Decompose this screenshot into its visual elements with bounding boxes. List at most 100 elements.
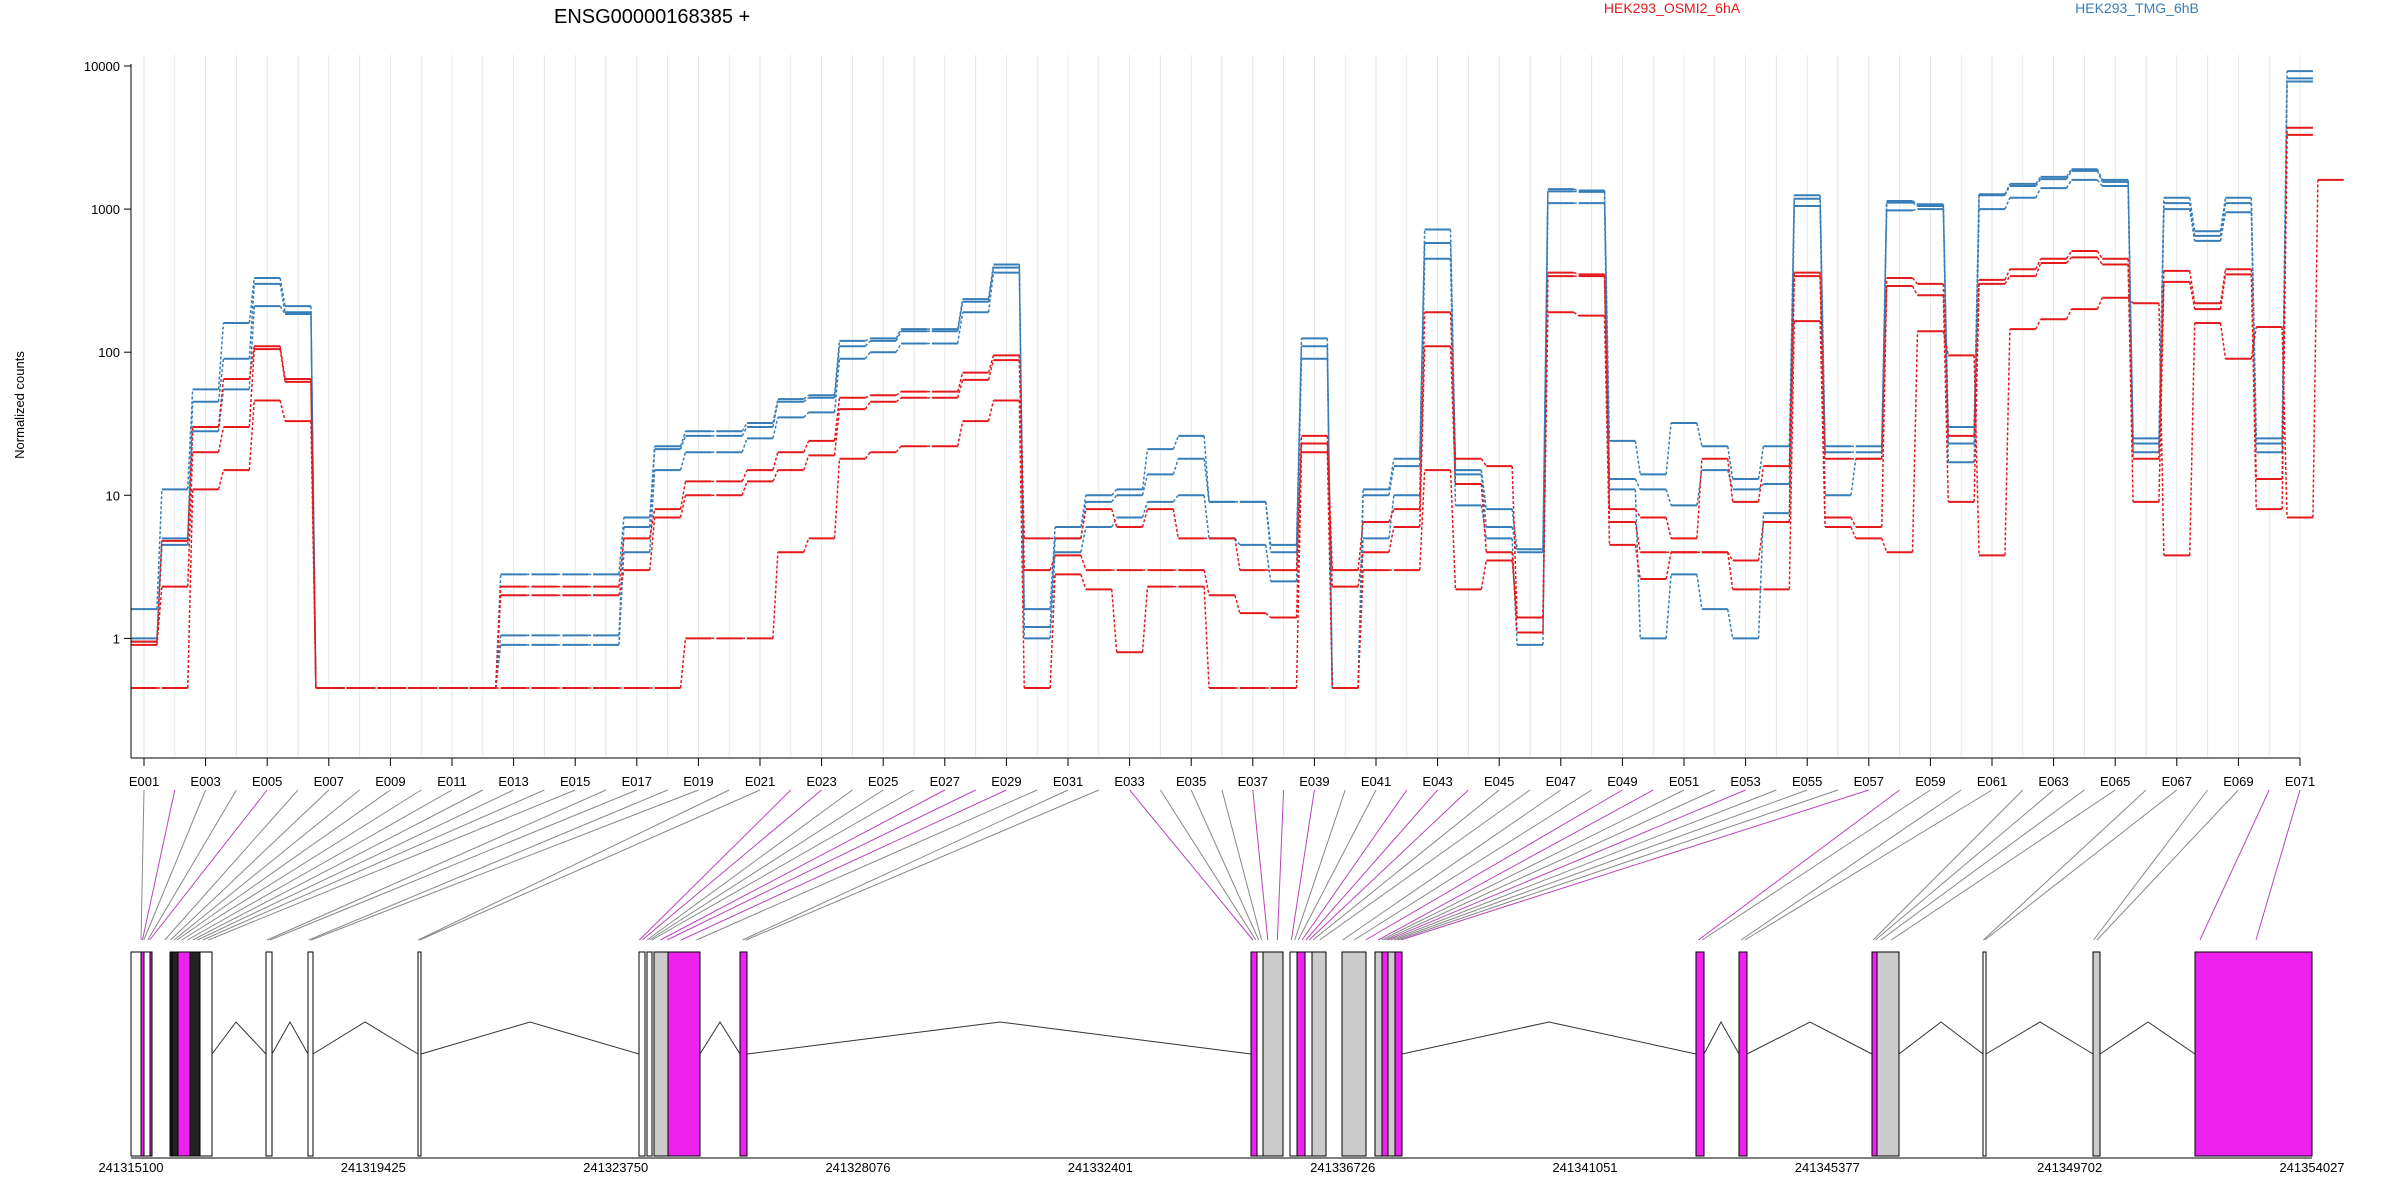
- exon-transition: [2035, 178, 2042, 187]
- x-tick-label: E021: [745, 774, 775, 789]
- exon-transition: [956, 420, 964, 447]
- genomic-tick-label: 241323750: [583, 1160, 648, 1175]
- exon-box: [1262, 951, 1284, 1157]
- exon-transition: [833, 346, 841, 398]
- exon-connector: [1698, 789, 1900, 941]
- x-tick-label: E045: [1484, 774, 1514, 789]
- intron-line: [2099, 1021, 2196, 1055]
- exon-box: [667, 951, 701, 1157]
- exon-transition: [2158, 270, 2165, 459]
- y-tick-label: 100: [98, 345, 120, 360]
- exon-transition: [217, 426, 225, 453]
- exon-transition: [1757, 446, 1765, 480]
- exon-connector: [1308, 789, 1469, 941]
- exon-box: [199, 951, 213, 1157]
- exon-connector: [141, 789, 176, 941]
- exon-transition: [1265, 612, 1272, 619]
- exon-transition: [1542, 203, 1549, 645]
- exon-transition: [2158, 303, 2165, 556]
- exon-transition: [1634, 508, 1641, 518]
- series-group: [131, 178, 2344, 689]
- exon-transition: [956, 312, 964, 344]
- x-tick-label: E053: [1730, 774, 1760, 789]
- exon-box: [417, 951, 422, 1157]
- exon-transition: [1357, 552, 1364, 587]
- exon-connector: [308, 789, 668, 941]
- exon-connector: [1353, 789, 1592, 941]
- series-lines: [131, 70, 2344, 689]
- exon-connector: [1294, 789, 1346, 941]
- exon-transition: [1388, 465, 1395, 496]
- exon-connector: [742, 789, 1069, 941]
- exon-connector: [680, 789, 1007, 941]
- exon-transition: [1172, 435, 1179, 450]
- exon-transition: [1172, 458, 1179, 475]
- exon-transition: [1080, 509, 1087, 539]
- exon-box: [177, 951, 191, 1157]
- exon-transition: [1634, 440, 1642, 475]
- exon-transition: [1203, 569, 1210, 596]
- exon-transition: [1203, 586, 1210, 689]
- exon-box: [1374, 951, 1383, 1157]
- exon-transition: [1049, 526, 1056, 610]
- exon-transition: [1880, 277, 1888, 459]
- exon-transition: [648, 470, 656, 553]
- exon-box: [1296, 951, 1306, 1157]
- exon-connector: [164, 789, 299, 941]
- exon-transition: [2188, 270, 2196, 304]
- x-tick-label: E041: [1361, 774, 1391, 789]
- exon-box: [1738, 951, 1748, 1157]
- exon-transition: [2250, 326, 2258, 359]
- exon-transition: [1388, 508, 1395, 523]
- exon-transition: [987, 400, 995, 422]
- exon-connector: [1387, 789, 1746, 941]
- exon-box: [143, 951, 151, 1157]
- exon-transition: [1726, 458, 1734, 502]
- exon-transition: [310, 421, 317, 689]
- exon-transition: [494, 595, 502, 689]
- exon-transition: [1850, 458, 1857, 496]
- exon-transition: [1603, 276, 1611, 523]
- exon-transition: [217, 469, 225, 490]
- exon-transition: [864, 394, 871, 399]
- exon-transition: [2096, 250, 2103, 260]
- exon-transition: [1757, 521, 1765, 561]
- exon-transition: [248, 283, 256, 359]
- exon-transition: [1726, 446, 1734, 480]
- exon-transition: [1726, 609, 1734, 639]
- exon-connector: [1744, 789, 1993, 941]
- exon-box: [149, 951, 153, 1157]
- exon-transition: [1080, 495, 1087, 528]
- exon-transition: [833, 358, 841, 413]
- exon-connector: [1880, 789, 2085, 941]
- exon-transition: [2096, 170, 2103, 183]
- exon-transition: [679, 452, 687, 471]
- x-tick-label: E049: [1607, 774, 1637, 789]
- exon-transition: [2127, 258, 2134, 459]
- exon-connector: [1221, 789, 1263, 941]
- exon-connector: [1190, 789, 1260, 941]
- exon-transition: [895, 391, 902, 396]
- x-tick-label: E011: [437, 774, 466, 789]
- exon-transition: [1850, 526, 1857, 539]
- exon-connector: [1381, 789, 1685, 941]
- exon-transition: [2004, 268, 2011, 281]
- exon-transition: [1049, 552, 1056, 639]
- exon-transition: [1912, 208, 1918, 212]
- exon-transition: [2035, 187, 2042, 199]
- exon-transition: [1665, 489, 1672, 506]
- exon-transition: [2035, 318, 2042, 330]
- exon-connector: [1875, 789, 2054, 941]
- exon-connector: [1276, 789, 1285, 941]
- exon-transition: [895, 343, 902, 353]
- exon-transition: [1973, 283, 1980, 502]
- exon-transition: [1449, 312, 1457, 459]
- exon-box: [1982, 951, 1987, 1157]
- x-tick-label: E015: [560, 774, 590, 789]
- exon-transition: [2219, 274, 2227, 310]
- exon-transition: [1172, 509, 1180, 539]
- exon-transition: [2219, 322, 2227, 359]
- exon-transition: [1049, 555, 1056, 571]
- exon-transition: [2096, 297, 2103, 310]
- exon-transition: [1973, 355, 1980, 556]
